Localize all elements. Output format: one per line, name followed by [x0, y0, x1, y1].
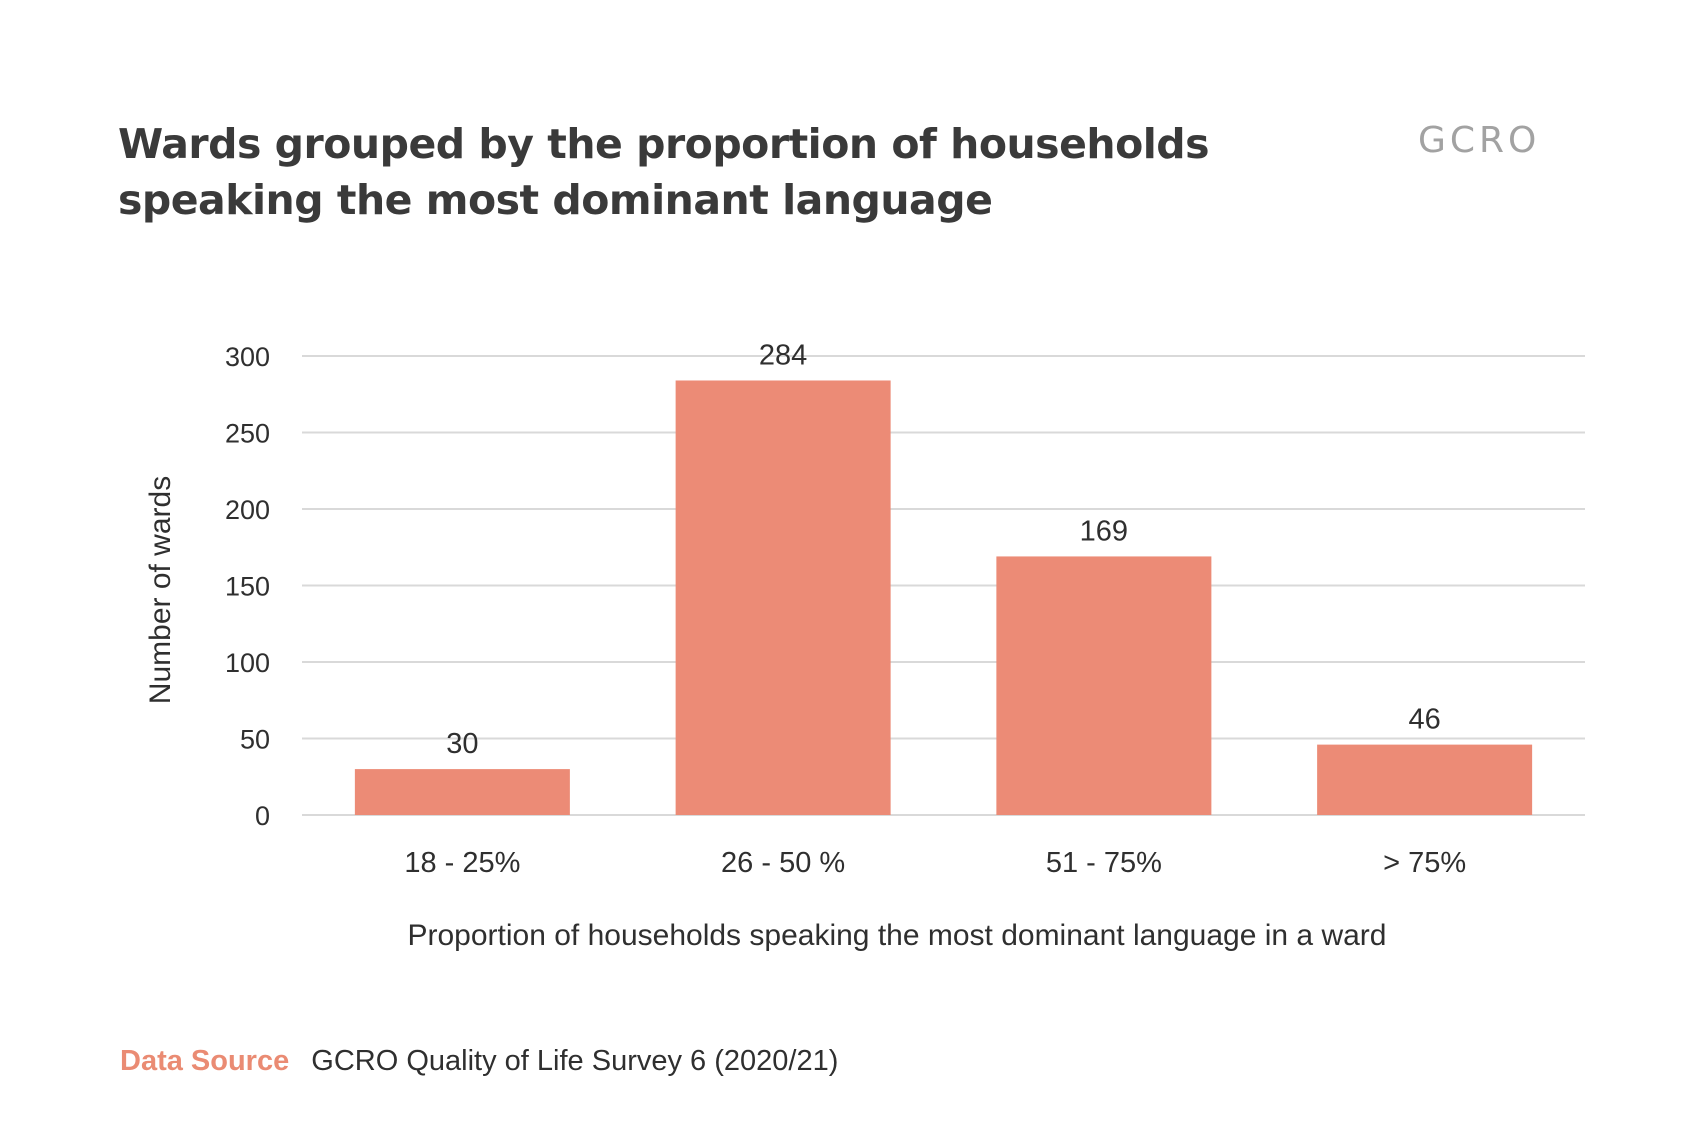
x-tick-label: 26 - 50 % [721, 847, 845, 879]
data-source: Data Source GCRO Quality of Life Survey … [120, 1045, 838, 1078]
data-label: 284 [759, 339, 807, 371]
chart-title: Wards grouped by the proportion of house… [118, 120, 1210, 224]
x-tick-label: > 75% [1383, 847, 1466, 879]
bars [354, 380, 1533, 815]
x-tick-label: 51 - 75% [1046, 847, 1162, 879]
y-tick-label: 100 [225, 648, 270, 678]
x-axis-title: Proportion of households speaking the mo… [408, 919, 1387, 952]
y-axis-title: Number of wards [144, 476, 177, 704]
data-labels: 30 284 169 46 [446, 339, 1441, 760]
y-tick-label: 50 [240, 725, 270, 755]
bar [354, 769, 570, 815]
data-label: 169 [1080, 515, 1128, 547]
y-tick-label: 250 [225, 419, 270, 449]
data-source-label: Data Source [120, 1045, 290, 1077]
data-label: 46 [1408, 704, 1440, 736]
y-tick-label: 150 [225, 572, 270, 602]
x-tick-label: 18 - 25% [404, 847, 520, 879]
data-label: 30 [446, 728, 478, 760]
data-source-text: GCRO Quality of Life Survey 6 (2020/21) [311, 1045, 839, 1077]
y-tick-label: 200 [225, 495, 270, 525]
y-tick-labels: 0 50 100 150 200 250 300 [225, 342, 270, 831]
bar [675, 380, 891, 815]
bar [996, 556, 1212, 815]
y-tick-label: 300 [225, 342, 270, 372]
bar [1317, 744, 1533, 815]
gcro-logo: GCRO [1418, 120, 1541, 161]
x-tick-labels: 18 - 25% 26 - 50 % 51 - 75% > 75% [404, 847, 1466, 879]
y-tick-label: 0 [255, 801, 270, 831]
